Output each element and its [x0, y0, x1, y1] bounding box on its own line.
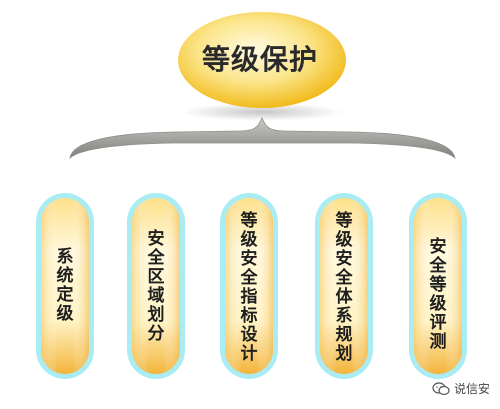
child-label-5: 安全等级评测 — [429, 237, 447, 352]
wechat-icon — [432, 381, 450, 395]
child-pill-5 — [409, 193, 467, 379]
root-label: 等级保护 — [201, 43, 318, 76]
child-pill-3 — [220, 193, 278, 379]
child-label-2: 安全区域划分 — [147, 229, 165, 344]
child-label-1: 系统定级 — [56, 247, 74, 324]
bracket-connector — [69, 117, 456, 160]
child-label-4: 等级安全体系规划 — [335, 211, 353, 364]
root-node-shadow — [180, 103, 344, 121]
child-pill-1 — [36, 193, 94, 379]
root-node — [178, 12, 346, 108]
watermark-text: 说信安 — [453, 382, 490, 396]
watermark: 说信安 — [432, 380, 490, 397]
child-pill-4 — [315, 193, 373, 379]
child-label-3: 等级安全指标设计 — [240, 211, 258, 364]
child-pill-2 — [127, 193, 185, 379]
